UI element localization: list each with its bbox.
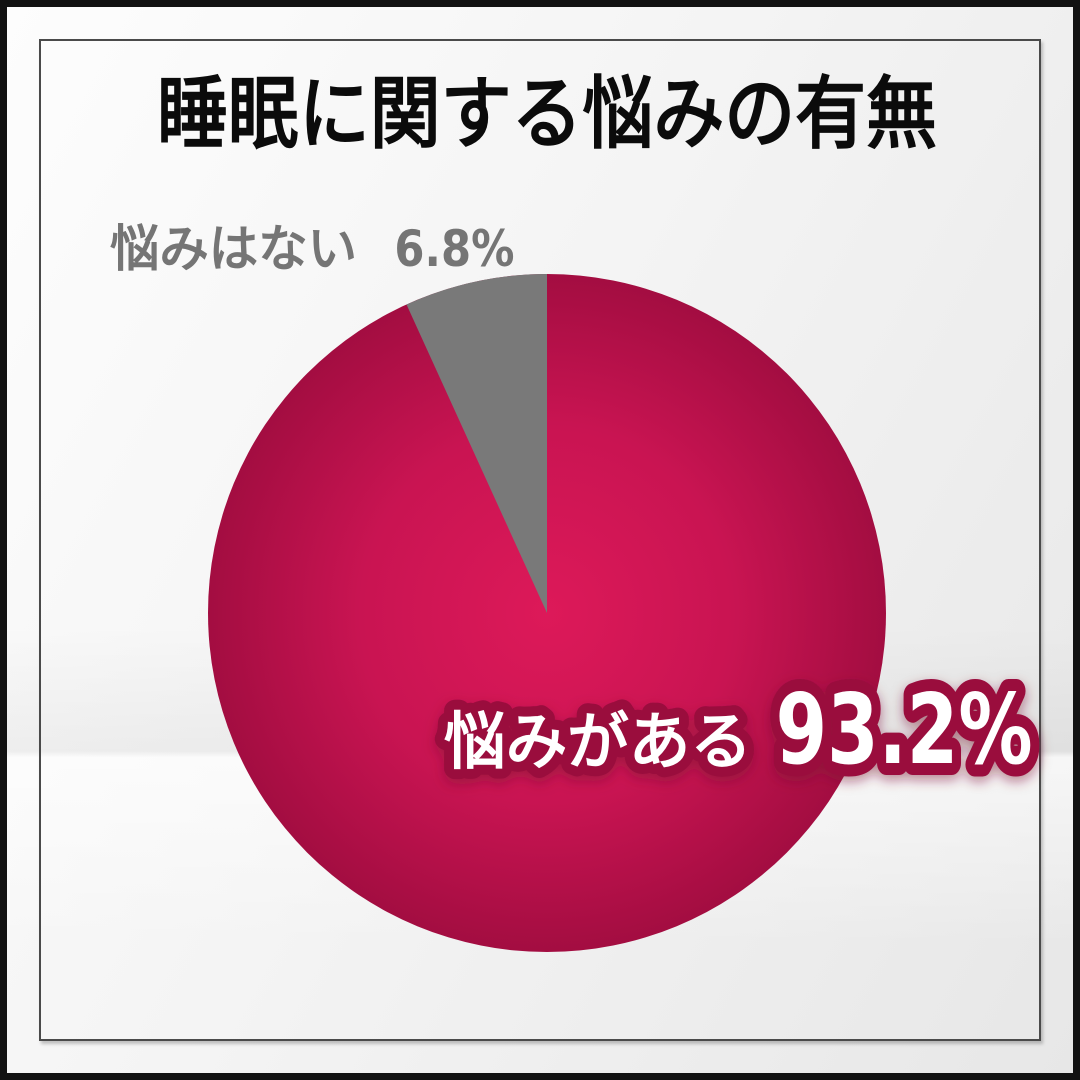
minor-slice-label: 悩みはない 6.8% — [110, 220, 514, 278]
pie-slice-minor — [406, 274, 547, 613]
major-slice-label-text: 悩みがある — [444, 705, 752, 778]
major-slice-label-value: 93.2% — [776, 673, 1033, 786]
major-slice-label: 悩みがある 93.2% — [444, 673, 1033, 786]
pie-chart-svg: 睡眠に関する悩みの有無 悩みはない 6.8% 悩みがある 93.2% — [110, 68, 1045, 952]
minor-slice-label-text: 悩みはない — [110, 220, 357, 278]
minor-slice-label-value: 6.8% — [394, 220, 514, 278]
chart-title: 睡眠に関する悩みの有無 — [157, 68, 937, 160]
